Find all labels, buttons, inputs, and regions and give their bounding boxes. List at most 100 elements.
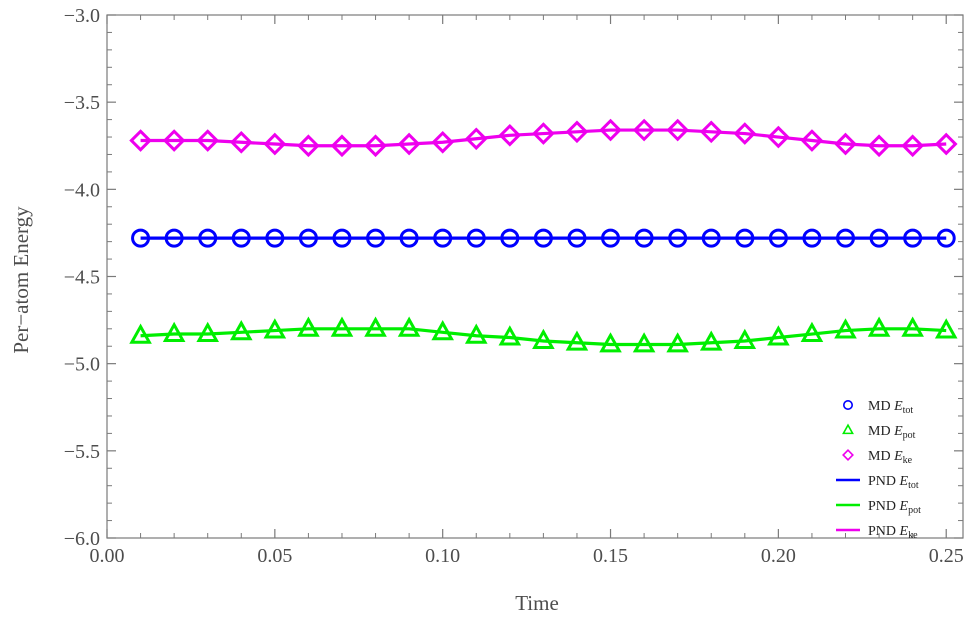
data-point-md-tot — [567, 228, 587, 248]
legend-entry: MD Eke — [842, 449, 913, 466]
series-line-pnd-ke — [140, 128, 947, 148]
data-point-md-tot — [466, 228, 486, 248]
data-point-md-pot — [263, 318, 287, 339]
data-point-md-ke — [196, 129, 220, 152]
data-point-md-ke — [498, 123, 522, 147]
data-point-md-pot — [364, 316, 387, 337]
data-point-md-pot — [162, 321, 186, 342]
data-point-md-pot — [666, 332, 689, 353]
data-point-md-ke — [297, 134, 320, 158]
data-point-md-tot — [366, 228, 386, 248]
legend: MD Etot MD Epot MD Eke PND Etot PND Epot PND … — [836, 399, 921, 541]
y-tick-label: −6.0 — [64, 528, 100, 550]
data-point-md-tot — [332, 228, 352, 248]
data-point-md-ke — [699, 120, 723, 144]
axes-frame: 0.00 0.05 0.10 0.15 0.20 0.25 −6.0 −5.5 −5.0 −4.5… — [64, 5, 964, 567]
data-point-md-tot — [903, 228, 923, 248]
data-point-md-ke — [800, 129, 824, 152]
data-point-md-pot — [397, 316, 421, 337]
legend-entry: PND Etot — [836, 474, 919, 491]
data-point-md-ke — [397, 132, 421, 156]
data-point-md-tot — [768, 228, 788, 248]
data-point-md-pot — [330, 316, 354, 337]
y-tick-label: −5.0 — [64, 354, 100, 376]
data-point-md-tot — [601, 228, 621, 248]
x-tick-label: 0.05 — [257, 545, 292, 567]
legend-label: PND Epot — [868, 499, 921, 516]
legend-entry: MD Epot — [842, 423, 916, 441]
data-point-md-tot — [802, 228, 822, 248]
plot-frame — [106, 14, 964, 539]
data-point-md-pot — [599, 332, 622, 353]
data-point-md-ke — [532, 122, 555, 145]
legend-label: MD Epot — [868, 424, 916, 441]
data-point-md-ke — [733, 122, 757, 145]
legend-swatch-diamond — [842, 449, 854, 461]
data-point-md-pot — [834, 318, 857, 339]
data-point-md-ke — [431, 130, 455, 154]
data-point-md-pot — [297, 316, 320, 337]
data-point-md-ke — [901, 134, 924, 158]
data-point-md-ke — [767, 125, 790, 149]
legend-swatch-triangle — [842, 423, 854, 435]
data-point-md-pot — [565, 330, 589, 351]
data-point-md-tot — [936, 228, 956, 248]
data-point-md-pot — [632, 332, 656, 353]
x-axis-title: Time — [515, 591, 559, 615]
legend-entry: PND Epot — [836, 499, 921, 516]
legend-entry: PND Eke — [836, 524, 918, 541]
data-point-md-tot — [265, 228, 285, 248]
data-point-md-tot — [735, 228, 755, 248]
data-point-md-tot — [198, 228, 218, 248]
y-tick-label: −4.5 — [64, 267, 100, 289]
data-point-md-ke — [934, 132, 958, 156]
data-point-md-tot — [298, 228, 318, 248]
data-point-md-ke — [263, 132, 287, 156]
data-point-md-tot — [668, 228, 688, 248]
y-tick-label: −3.0 — [64, 5, 100, 27]
data-point-md-pot — [464, 323, 488, 344]
legend-label: MD Etot — [868, 399, 913, 416]
legend-label: MD Eke — [868, 449, 913, 466]
data-point-md-pot — [129, 323, 152, 344]
data-point-md-tot — [701, 228, 721, 248]
x-tick-label: 0.25 — [929, 545, 964, 567]
plot-layer — [129, 118, 958, 353]
data-point-md-tot — [634, 228, 654, 248]
legend-label: PND Etot — [868, 474, 919, 491]
data-point-md-ke — [867, 134, 891, 158]
data-point-md-pot — [867, 316, 891, 337]
data-point-md-ke — [129, 129, 152, 152]
data-point-md-pot — [901, 316, 924, 337]
data-point-md-ke — [364, 134, 387, 158]
data-point-md-ke — [666, 118, 689, 142]
data-point-md-pot — [934, 318, 958, 339]
data-point-md-pot — [767, 325, 790, 346]
data-point-md-ke — [632, 118, 656, 142]
y-tick-label: −4.0 — [64, 179, 100, 201]
data-point-md-ke — [834, 132, 857, 156]
data-point-md-pot — [733, 328, 757, 349]
data-point-md-ke — [599, 118, 622, 142]
x-tick-label: 0.20 — [761, 545, 796, 567]
y-axis-title: Per−atom Energy — [9, 206, 33, 354]
data-point-md-tot — [231, 228, 251, 248]
series-line-pnd-pot — [140, 327, 947, 347]
data-point-md-tot — [836, 228, 856, 248]
data-point-md-pot — [699, 330, 723, 351]
data-point-md-tot — [399, 228, 419, 248]
data-point-md-ke — [162, 129, 186, 152]
y-tick-label: −5.5 — [64, 441, 100, 463]
data-point-md-tot — [131, 228, 151, 248]
data-point-md-tot — [433, 228, 453, 248]
data-point-md-pot — [229, 320, 253, 341]
x-tick-label: 0.10 — [425, 545, 460, 567]
data-point-md-pot — [532, 328, 555, 349]
data-point-md-tot — [533, 228, 553, 248]
data-point-md-tot — [500, 228, 520, 248]
legend-entry: MD Etot — [842, 399, 913, 416]
data-point-md-pot — [498, 325, 522, 346]
x-tick-label: 0.15 — [593, 545, 628, 567]
